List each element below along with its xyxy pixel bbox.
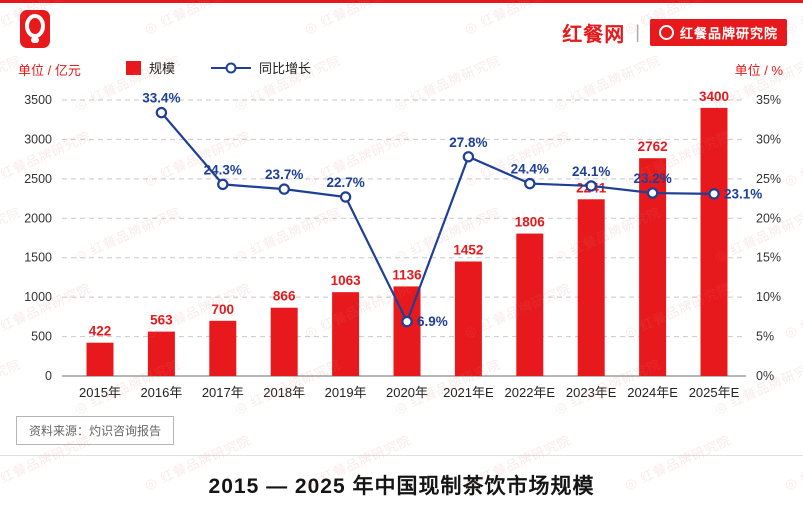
x-axis-label: 2024年E xyxy=(627,385,678,400)
left-axis-tick: 3500 xyxy=(24,93,52,107)
x-axis-label: 2019年 xyxy=(325,385,367,400)
x-axis-label: 2025年E xyxy=(689,385,740,400)
bar-value-label: 422 xyxy=(89,324,112,339)
growth-point xyxy=(524,177,536,190)
growth-line-group: 33.4% 24.3% 23.7% 22.7% 6.9% 27.8% 24.4% 24.1% 2… xyxy=(142,91,762,329)
left-axis-tick: 3000 xyxy=(24,132,52,146)
bar-value-label: 1136 xyxy=(392,267,422,282)
growth-value-label: 23.1% xyxy=(724,186,762,201)
right-axis-unit: 单位 / % xyxy=(734,63,783,78)
legend-items: 规模 同比增长 xyxy=(126,58,311,77)
x-axis-label: 2022年E xyxy=(505,385,556,400)
right-axis-tick: 25% xyxy=(756,172,781,186)
growth-point xyxy=(462,151,475,163)
growth-point xyxy=(401,315,413,328)
growth-value-label: 22.7% xyxy=(326,175,364,190)
brand-name: 红餐网 xyxy=(562,24,626,46)
bar-value-label: 866 xyxy=(273,289,296,304)
left-axis-tick: 0 xyxy=(45,369,52,383)
bar xyxy=(516,233,544,376)
badge-logo-icon xyxy=(658,25,674,40)
growth-value-label: 6.9% xyxy=(417,314,448,329)
growth-value-label: 24.4% xyxy=(511,162,549,177)
page-title: 2015 — 2025 年中国现制茶饮市场规模 xyxy=(208,475,595,498)
bar xyxy=(332,292,360,376)
growth-value-label: 23.2% xyxy=(633,171,671,186)
footer-divider xyxy=(0,455,803,456)
x-axis-label: 2015年 xyxy=(79,385,121,400)
legend-item-line: 同比增长 xyxy=(211,58,311,77)
source-text: 资料来源：灼识咨询报告 xyxy=(29,424,162,438)
source-box: 资料来源：灼识咨询报告 xyxy=(16,416,175,445)
line-swatch-icon xyxy=(211,62,252,73)
growth-value-label: 24.3% xyxy=(204,162,242,177)
bar-series-label: 规模 xyxy=(149,61,176,76)
bar xyxy=(577,199,605,376)
right-axis-tick: 35% xyxy=(756,93,781,107)
x-axis-label: 2016年 xyxy=(140,385,182,400)
growth-point xyxy=(339,191,352,203)
bar xyxy=(393,286,421,376)
bar-value-label: 1063 xyxy=(331,273,362,288)
badge-text: 红餐品牌研究院 xyxy=(679,26,778,41)
bar-value-label: 563 xyxy=(150,313,173,328)
bar-value-label: 3400 xyxy=(699,89,729,104)
growth-point xyxy=(278,183,290,195)
bars-group: 4225637008661063113614521806224127623400 xyxy=(86,89,729,376)
market-size-chart: 0 0% 500 5% 1000 10% 1500 15% 2000 20% 2500 25% 3000… xyxy=(24,89,781,400)
left-axis-tick: 1000 xyxy=(24,290,52,304)
bar-value-label: 1806 xyxy=(515,215,546,230)
bar xyxy=(454,261,482,376)
brand-divider: | xyxy=(635,22,640,42)
bar xyxy=(86,342,114,376)
x-axis-label: 2020年 xyxy=(386,385,428,400)
right-axis-tick: 0% xyxy=(756,369,774,383)
legend-row: 单位 / 亿元 规模 同比增长 单位 / % xyxy=(0,58,803,80)
right-axis-tick: 15% xyxy=(756,251,781,265)
growth-point xyxy=(646,187,659,199)
top-red-line xyxy=(0,0,803,3)
growth-point xyxy=(585,180,597,192)
line-series-label: 同比增长 xyxy=(259,61,312,76)
growth-value-label: 33.4% xyxy=(142,91,180,106)
watermark-text: ◎ 红餐品牌研究院 xyxy=(302,0,414,37)
bar-value-label: 2762 xyxy=(638,139,668,154)
growth-point xyxy=(217,178,229,191)
right-axis-tick: 30% xyxy=(756,132,781,146)
x-axis-label: 2017年 xyxy=(202,385,244,400)
bar-value-label: 700 xyxy=(212,302,235,317)
right-axis-tick: 10% xyxy=(756,290,781,304)
watermark-text: ◎ 红餐品牌研究院 xyxy=(462,0,574,37)
growth-value-label: 24.1% xyxy=(572,164,610,179)
header-brand: 红餐网 | 红餐品牌研究院 xyxy=(562,18,787,47)
bar xyxy=(147,331,175,376)
x-axis-label: 2023年E xyxy=(566,385,617,400)
legend-item-bar: 规模 xyxy=(126,58,175,77)
left-axis-tick: 1500 xyxy=(24,251,52,265)
left-axis-tick: 2500 xyxy=(24,172,52,186)
growth-line xyxy=(160,111,715,325)
right-axis-tick: 20% xyxy=(756,211,781,225)
x-axis-label: 2018年 xyxy=(263,385,305,400)
growth-value-label: 23.7% xyxy=(265,167,303,182)
hongcan-logo-icon xyxy=(20,10,50,48)
bar xyxy=(700,107,728,376)
left-axis-tick: 500 xyxy=(31,330,52,344)
growth-point xyxy=(155,106,168,119)
brand-badge: 红餐品牌研究院 xyxy=(649,19,787,46)
bar-swatch-icon xyxy=(126,60,141,75)
growth-point xyxy=(708,188,720,200)
bar xyxy=(209,320,237,376)
x-axis-label: 2021年E xyxy=(443,385,494,400)
growth-value-label: 27.8% xyxy=(449,135,487,150)
left-axis-tick: 2000 xyxy=(24,211,52,225)
watermark-text: ◎ 红餐品牌研究院 xyxy=(142,0,254,37)
right-axis-tick: 5% xyxy=(756,330,774,344)
left-axis-unit: 单位 / 亿元 xyxy=(18,63,81,78)
bar-value-label: 1452 xyxy=(453,242,483,257)
bar xyxy=(270,307,298,376)
